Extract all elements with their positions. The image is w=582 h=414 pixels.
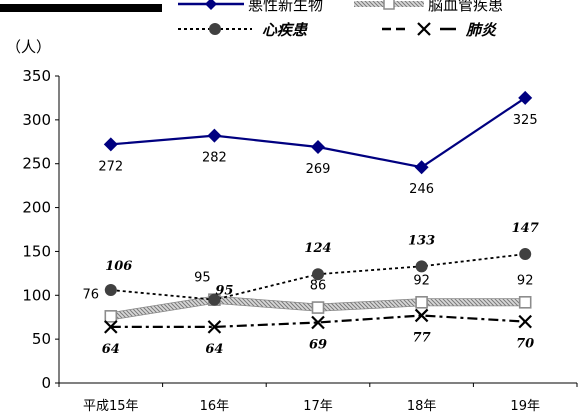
series-3 — [104, 308, 532, 334]
series-0-line — [110, 96, 526, 169]
legend-item-2: 心疾患 — [178, 21, 308, 39]
series-2-point-1 — [208, 293, 221, 306]
series-2-point-0 — [104, 284, 117, 297]
series-0-label-1: 282 — [202, 151, 227, 166]
legend-marker-3 — [417, 22, 431, 36]
series-1-label-4: 92 — [517, 273, 534, 288]
series-3-point-1 — [207, 320, 222, 334]
x-ticks: 平成15年 16年 17年 18年 19年 — [58, 383, 578, 414]
series-0 — [103, 90, 533, 175]
series-2-label-4: 147 — [512, 221, 539, 236]
y-unit-label: （人） — [6, 38, 51, 56]
series-3-label-1: 64 — [205, 342, 223, 357]
legend: 悪性新生物 脳血管疾患 心疾患 肺炎 — [178, 0, 503, 39]
series-0-point-2 — [311, 140, 325, 155]
series-1-point-4 — [518, 296, 532, 309]
series-1-label-0: 76 — [83, 287, 100, 302]
series-2-point-3 — [415, 260, 428, 273]
series-2-point-4 — [519, 248, 532, 261]
series-1-point-2 — [311, 301, 325, 314]
series-2 — [104, 248, 532, 306]
series-3-label-2: 69 — [309, 337, 327, 352]
series-2-point-2 — [312, 268, 324, 281]
legend-marker-2 — [209, 23, 221, 35]
x-tick-label-0: 平成15年 — [83, 399, 139, 414]
series-0-label-4: 325 — [513, 113, 538, 128]
series-1-point-0 — [104, 310, 118, 323]
legend-label-3: 肺炎 — [465, 21, 498, 39]
series-1-label-1: 95 — [194, 271, 211, 286]
y-tick-label-7: 350 — [22, 67, 51, 85]
series-0-point-1 — [207, 128, 222, 143]
x-tick-label-1: 16年 — [200, 399, 230, 414]
legend-marker-0 — [205, 0, 217, 10]
legend-item-0: 悪性新生物 — [178, 0, 323, 14]
series-2-label-1: 95 — [215, 284, 233, 299]
legend-marker-1 — [383, 0, 395, 10]
x-tick-label-3: 18年 — [407, 399, 437, 414]
series-0-label-0: 272 — [98, 159, 123, 174]
series-3-point-4 — [518, 314, 532, 329]
series-1-point-3 — [415, 296, 428, 309]
series-2-label-0: 106 — [105, 259, 132, 274]
series-1-label-3: 92 — [413, 273, 430, 288]
series-3-point-2 — [311, 315, 325, 330]
x-tick-label-2: 17年 — [303, 399, 333, 414]
series-3-label-4: 70 — [516, 337, 534, 352]
series-0-label-2: 269 — [306, 162, 331, 177]
data-labels: 76 95 86 92 92 272 282 269 246 325 106 95 124 133 147 6… — [83, 113, 539, 357]
series-layer — [103, 90, 533, 334]
series-3-point-3 — [414, 308, 429, 323]
y-tick-label-1: 50 — [32, 330, 51, 348]
series-0-point-4 — [518, 90, 533, 105]
legend-item-1: 脳血管疾患 — [354, 0, 503, 14]
y-tick-label-4: 200 — [22, 199, 51, 217]
series-0-label-3: 246 — [409, 182, 434, 197]
series-0-point-3 — [414, 160, 429, 175]
y-tick-label-0: 0 — [41, 374, 51, 392]
y-tick-label-6: 300 — [22, 111, 51, 129]
series-2-label-2: 124 — [304, 241, 331, 256]
legend-label-2: 心疾患 — [262, 21, 308, 39]
series-3-label-0: 64 — [102, 342, 120, 357]
y-tick-label-3: 150 — [22, 242, 51, 260]
series-3-point-0 — [104, 320, 118, 334]
series-1-label-2: 86 — [310, 279, 327, 294]
series-3-line — [110, 314, 526, 328]
legend-label-0: 悪性新生物 — [248, 0, 323, 14]
series-2-label-3: 133 — [408, 233, 435, 248]
series-0-point-0 — [103, 137, 118, 152]
y-tick-label-5: 250 — [22, 155, 51, 173]
legend-label-1: 脳血管疾患 — [428, 0, 503, 14]
y-ticks: 0 50 100 150 200 250 300 350 — [22, 67, 59, 392]
header-bar — [0, 4, 162, 12]
series-1 — [104, 293, 532, 323]
series-3-label-3: 77 — [413, 330, 431, 345]
legend-item-3: 肺炎 — [382, 21, 498, 39]
y-tick-label-2: 100 — [22, 286, 51, 304]
x-tick-label-4: 19年 — [510, 399, 540, 414]
